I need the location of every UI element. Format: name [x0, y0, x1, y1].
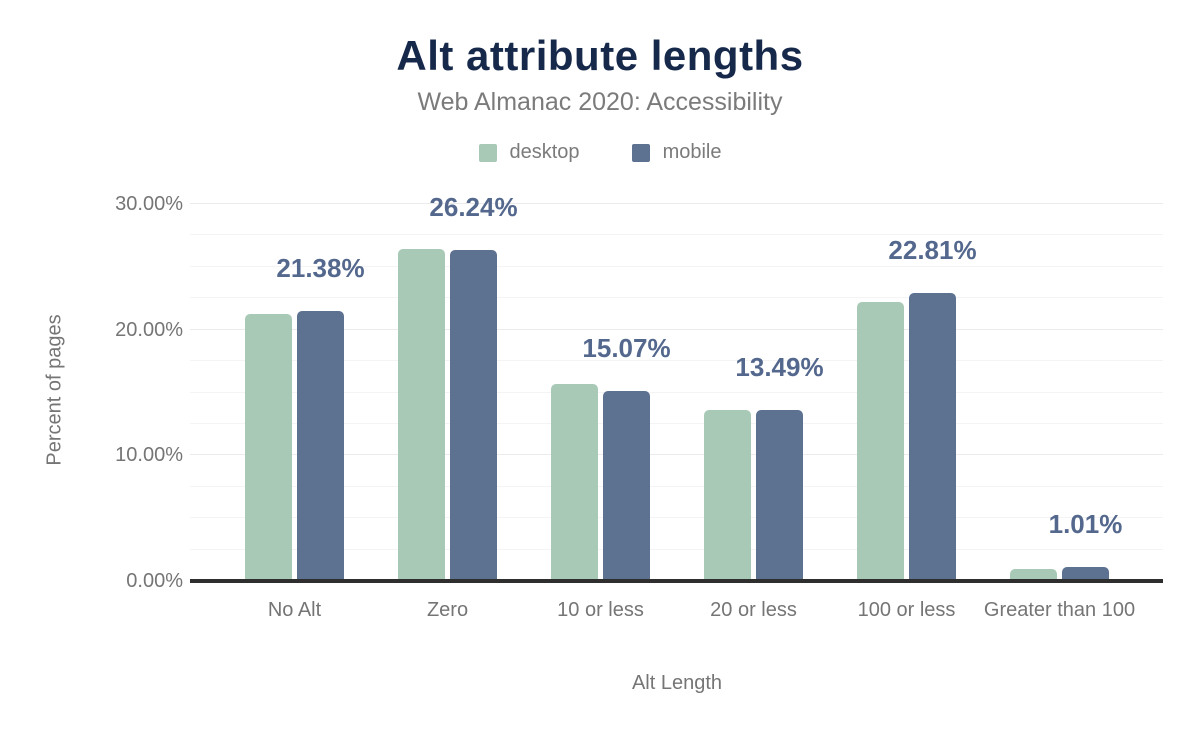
- x-tick-label-20-or-less: 20 or less: [710, 599, 797, 621]
- bar-mobile-10-or-less[interactable]: [603, 390, 650, 580]
- bar-mobile-greater-than-100[interactable]: [1062, 567, 1109, 580]
- gridline-5pct: [190, 517, 1163, 519]
- bar-mobile-100-or-less[interactable]: [909, 293, 956, 580]
- gridline-17.5pct: [190, 360, 1163, 362]
- mobile-swatch-icon: [631, 143, 650, 162]
- bar-desktop-10-or-less[interactable]: [551, 383, 598, 580]
- bar-desktop-100-or-less[interactable]: [857, 302, 904, 580]
- bar-mobile-20-or-less[interactable]: [756, 410, 803, 580]
- y-tick-label: 0.00%: [126, 570, 183, 592]
- data-label-zero: 26.24%: [429, 192, 518, 223]
- y-tick-label: 10.00%: [115, 444, 183, 467]
- gridline-15pct: [190, 391, 1163, 393]
- data-label-10-or-less: 15.07%: [582, 332, 671, 363]
- x-tick-label-zero: Zero: [426, 599, 469, 621]
- bar-desktop-no-alt[interactable]: [245, 314, 292, 580]
- gridline-20pct: [190, 328, 1163, 330]
- gridline-27.5pct: [190, 234, 1163, 236]
- gridline-30pct: [190, 203, 1163, 204]
- gridline-10pct: [190, 454, 1163, 456]
- y-axis-title: Percent of pages: [43, 314, 66, 466]
- desktop-swatch-icon: [478, 143, 497, 162]
- data-label-20-or-less: 13.49%: [735, 352, 824, 383]
- bar-mobile-zero[interactable]: [450, 250, 497, 580]
- y-tick-label: 20.00%: [115, 318, 183, 341]
- x-axis-title: Alt Length: [631, 672, 723, 694]
- data-label-greater-than-100: 1.01%: [1048, 509, 1123, 540]
- gridline-25pct: [190, 265, 1163, 267]
- x-tick-label-10-or-less: 10 or less: [557, 599, 644, 621]
- legend-label: mobile: [662, 141, 722, 163]
- x-tick-label-100-or-less: 100 or less: [857, 599, 956, 621]
- gridline-7.5pct: [190, 485, 1163, 487]
- bar-desktop-zero[interactable]: [398, 248, 445, 580]
- chart-title: Alt attribute lengths: [396, 32, 804, 79]
- gridline-22.5pct: [190, 297, 1163, 299]
- legend-label: desktop: [509, 141, 580, 163]
- x-tick-label-no-alt: No Alt: [267, 599, 322, 621]
- x-tick-label-greater-than-100: Greater than 100: [983, 599, 1136, 621]
- gridline-12.5pct: [190, 422, 1163, 424]
- bar-mobile-no-alt[interactable]: [297, 311, 344, 580]
- gridline-2.5pct: [190, 548, 1163, 550]
- y-tick-label: 30.00%: [115, 193, 183, 215]
- bar-desktop-greater-than-100[interactable]: [1010, 568, 1057, 580]
- chart-subtitle: Web Almanac 2020: Accessibility: [417, 88, 783, 116]
- legend-item-desktop: desktop: [478, 141, 580, 164]
- data-label-no-alt: 21.38%: [276, 253, 365, 284]
- chart-legend: desktop mobile: [0, 141, 1200, 164]
- data-label-100-or-less: 22.81%: [888, 235, 977, 266]
- legend-item-mobile: mobile: [631, 141, 722, 164]
- bar-desktop-20-or-less[interactable]: [704, 410, 751, 580]
- x-axis-line: [190, 579, 1163, 583]
